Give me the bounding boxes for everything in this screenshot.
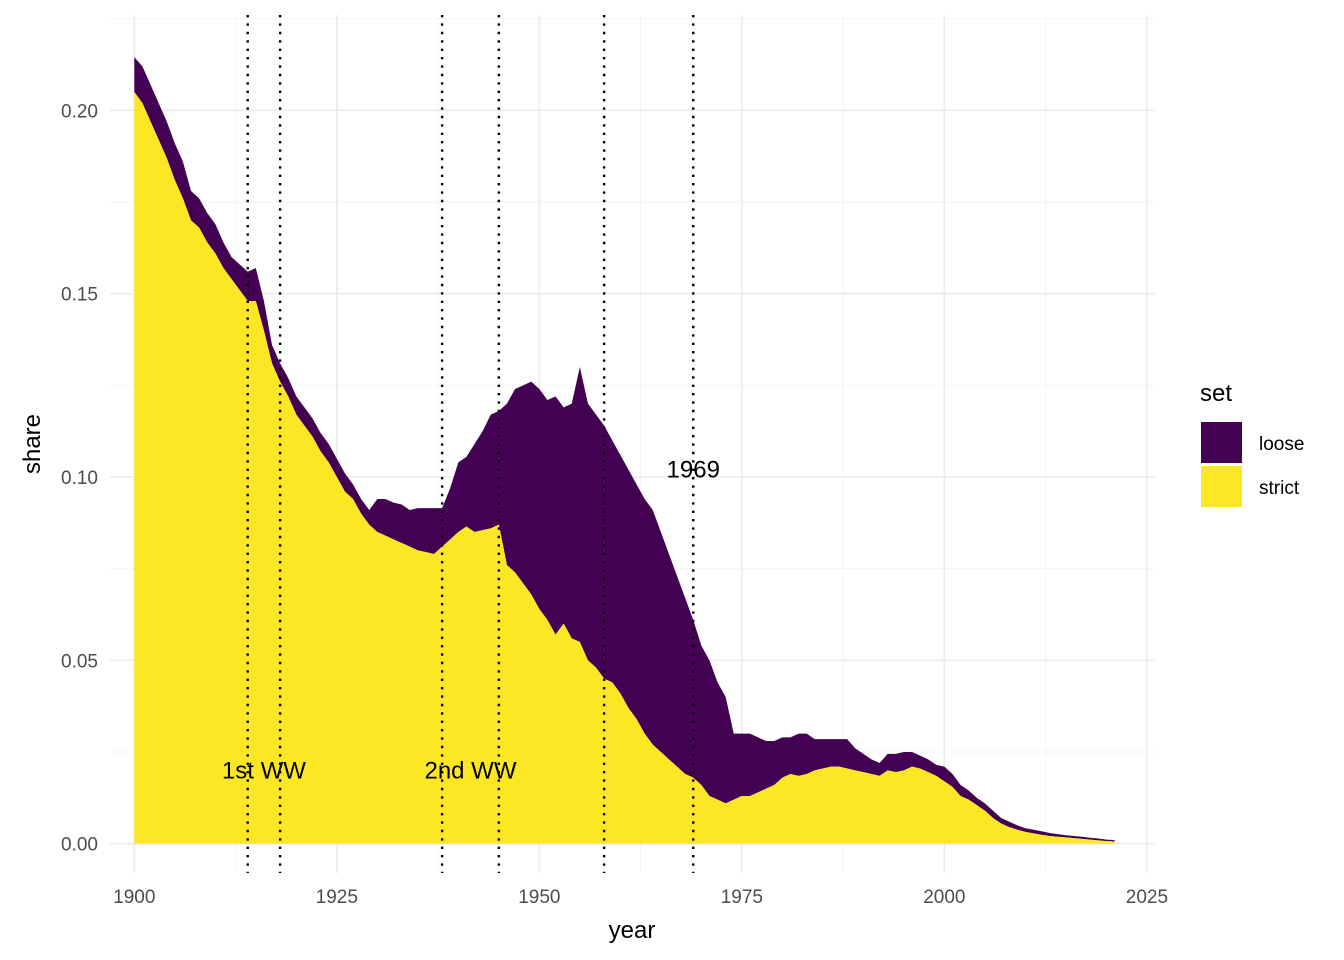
y-tick-label: 0.15 [61, 285, 98, 306]
x-tick-label: 2025 [1126, 887, 1168, 908]
y-tick-label: 0.10 [61, 468, 98, 489]
legend-label-strict: strict [1259, 478, 1300, 499]
annotations: 1st WW 2nd WW 1969 [222, 457, 720, 785]
legend-key-strict [1201, 466, 1242, 507]
x-tick-label: 1925 [316, 887, 358, 908]
x-tick-label: 1975 [721, 887, 763, 908]
x-tick-label: 2000 [923, 887, 965, 908]
annotation-label: 1st WW [222, 757, 306, 784]
y-axis-title: share [19, 414, 46, 474]
area-strict [134, 92, 1115, 844]
x-tick-label: 1950 [518, 887, 560, 908]
area-loose [134, 57, 1115, 842]
reference-lines [246, 15, 695, 873]
annotation-label: 2nd WW [424, 757, 516, 784]
legend: set loose strict [1200, 380, 1304, 507]
x-axis-ticks: 1900 1925 1950 1975 2000 2025 [113, 887, 1168, 908]
legend-key-loose [1201, 422, 1242, 463]
legend-label-loose: loose [1259, 434, 1304, 455]
x-tick-label: 1900 [113, 887, 155, 908]
y-tick-label: 0.05 [61, 651, 98, 672]
annotation-label: 1969 [667, 457, 720, 484]
y-tick-label: 0.00 [61, 835, 98, 856]
y-tick-label: 0.20 [61, 101, 98, 122]
x-axis-title: year [609, 917, 656, 944]
y-axis-ticks: 0.00 0.05 0.10 0.15 0.20 [61, 101, 98, 855]
legend-title: set [1200, 380, 1232, 407]
area-series [134, 57, 1115, 844]
